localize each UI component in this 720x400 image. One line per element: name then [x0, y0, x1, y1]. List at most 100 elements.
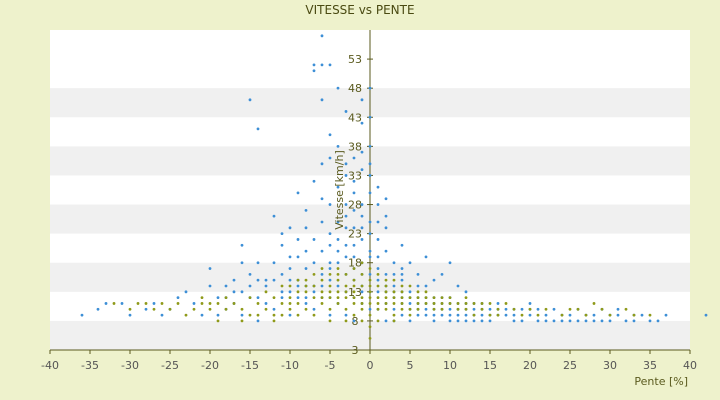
data-point [248, 272, 252, 276]
data-point [368, 220, 372, 224]
data-point [296, 191, 300, 195]
data-point [592, 302, 596, 305]
x-tick-label: -10 [281, 359, 299, 372]
data-point [632, 319, 636, 323]
data-point [192, 302, 196, 305]
data-point [304, 226, 308, 230]
data-point [304, 208, 308, 212]
data-point [368, 144, 372, 148]
data-point [128, 313, 132, 317]
data-point [592, 313, 596, 317]
data-point [512, 319, 516, 323]
x-tick-label: -35 [81, 359, 99, 372]
data-point [376, 307, 380, 311]
data-point [344, 296, 348, 300]
data-point [416, 296, 420, 300]
data-point [216, 319, 220, 323]
data-point [128, 307, 132, 311]
data-point [344, 110, 348, 113]
data-point [192, 307, 196, 311]
data-point [480, 319, 484, 323]
data-point [360, 150, 364, 154]
data-point [176, 296, 180, 300]
data-point [368, 232, 372, 236]
data-point [584, 313, 588, 317]
data-point [312, 272, 316, 276]
data-point [240, 243, 244, 247]
data-point [328, 290, 332, 294]
data-point [368, 278, 372, 282]
data-point [400, 313, 404, 317]
data-point [376, 255, 380, 259]
data-point [408, 307, 412, 311]
data-point [216, 302, 220, 305]
data-point [344, 243, 348, 247]
x-tick-label: 15 [483, 359, 497, 372]
data-point [232, 278, 236, 282]
data-point [464, 302, 468, 305]
data-point [328, 296, 332, 300]
y-tick-label: 38 [348, 140, 362, 153]
data-point [344, 290, 348, 294]
data-point [280, 296, 284, 300]
data-point [432, 302, 436, 305]
data-point [344, 162, 348, 166]
data-point [328, 307, 332, 311]
y-tick-label: 43 [348, 111, 362, 124]
data-point [296, 296, 300, 300]
data-point [624, 307, 628, 311]
data-point [600, 307, 604, 311]
data-point [368, 284, 372, 288]
data-point [320, 302, 324, 305]
data-point [368, 174, 372, 177]
data-point [272, 278, 276, 282]
data-point [352, 179, 356, 183]
data-point [376, 290, 380, 294]
data-point [520, 319, 524, 323]
data-point [296, 238, 300, 241]
data-point [264, 284, 268, 288]
data-point [280, 313, 284, 317]
data-point [480, 313, 484, 317]
data-point [392, 296, 396, 300]
data-point [328, 243, 332, 247]
data-point [416, 272, 420, 276]
data-point [240, 290, 244, 294]
data-point [640, 313, 644, 317]
data-point [424, 307, 428, 311]
data-point [264, 290, 268, 294]
data-point [544, 313, 548, 317]
y-axis-title: Vitesse [km/h] [333, 150, 346, 230]
data-point [448, 261, 452, 265]
data-point [264, 307, 268, 311]
data-point [240, 313, 244, 317]
data-point [592, 319, 596, 323]
data-point [280, 272, 284, 276]
data-point [272, 214, 276, 218]
data-point [152, 302, 156, 305]
data-point [304, 278, 308, 282]
data-point [360, 272, 364, 276]
data-point [608, 319, 612, 323]
data-point [184, 313, 188, 317]
data-point [352, 313, 356, 317]
data-point [392, 284, 396, 288]
data-point [352, 290, 356, 294]
data-point [336, 284, 340, 288]
data-point [96, 307, 100, 311]
data-point [240, 261, 244, 265]
data-point [304, 307, 308, 311]
data-point [248, 313, 252, 317]
data-point [344, 313, 348, 317]
data-point [416, 284, 420, 288]
data-point [560, 319, 564, 323]
data-point [344, 203, 348, 206]
data-point [328, 272, 332, 276]
data-point [248, 296, 252, 300]
data-point [256, 302, 260, 305]
data-point [528, 313, 532, 317]
data-point [352, 284, 356, 288]
data-point [288, 226, 292, 230]
data-point [400, 307, 404, 311]
data-point [312, 290, 316, 294]
